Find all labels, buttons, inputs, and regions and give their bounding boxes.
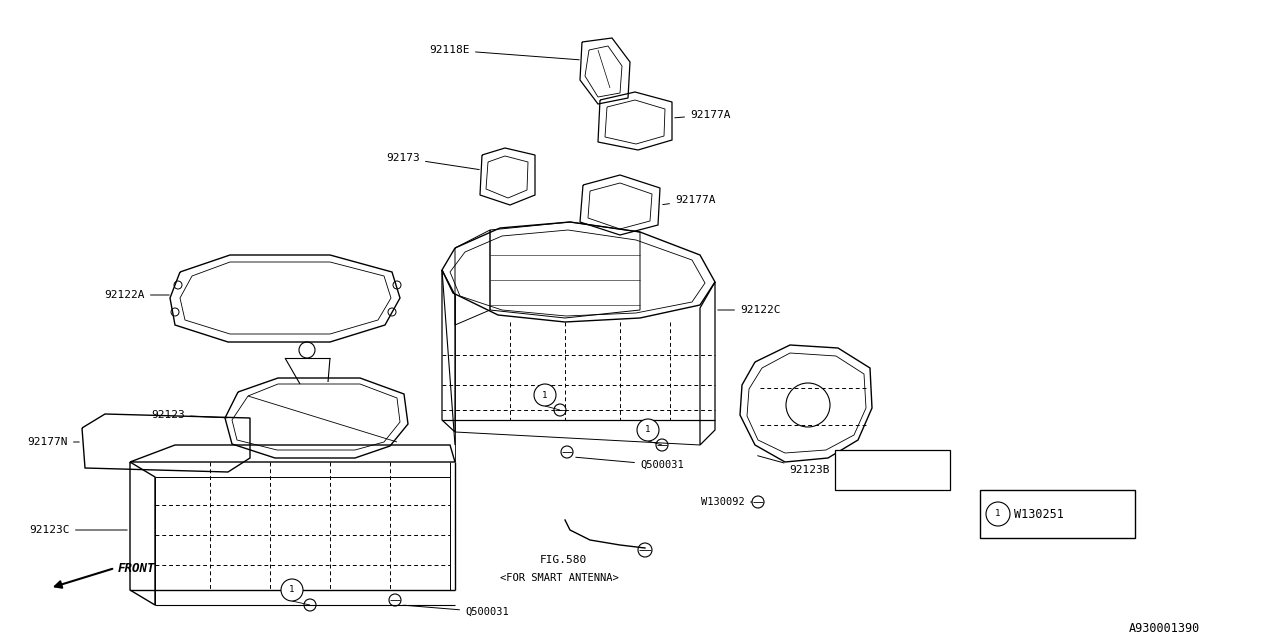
Text: <FOR SMART ANTENNA>: <FOR SMART ANTENNA> — [500, 573, 618, 583]
Text: Q500031: Q500031 — [576, 457, 684, 470]
Text: 1: 1 — [996, 509, 1001, 518]
Text: W130251: W130251 — [1014, 508, 1064, 520]
Circle shape — [282, 579, 303, 601]
Circle shape — [637, 419, 659, 441]
Circle shape — [534, 384, 556, 406]
Text: FIG.580: FIG.580 — [540, 555, 588, 565]
Text: W130092: W130092 — [701, 497, 753, 507]
Circle shape — [986, 502, 1010, 526]
Text: 92122A: 92122A — [105, 290, 169, 300]
Text: 92122C: 92122C — [718, 305, 781, 315]
Text: 1: 1 — [289, 586, 294, 595]
Bar — [835, 450, 950, 490]
Bar — [980, 490, 1135, 538]
Text: Q500031: Q500031 — [403, 605, 508, 617]
Text: 1: 1 — [543, 390, 548, 399]
Text: 92118E: 92118E — [430, 45, 580, 60]
Text: FRONT: FRONT — [118, 561, 155, 575]
Text: 92177N: 92177N — [27, 437, 79, 447]
Text: 92123: 92123 — [151, 410, 228, 420]
Text: 1: 1 — [645, 426, 650, 435]
Text: 92177A: 92177A — [675, 110, 731, 120]
Text: 92177A: 92177A — [663, 195, 716, 205]
Text: 92123B: 92123B — [758, 456, 829, 475]
Text: 92173: 92173 — [387, 153, 479, 170]
Text: A930001390: A930001390 — [1129, 621, 1201, 634]
Text: 92123C: 92123C — [29, 525, 127, 535]
